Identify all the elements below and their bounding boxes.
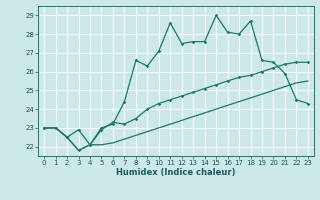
X-axis label: Humidex (Indice chaleur): Humidex (Indice chaleur) bbox=[116, 168, 236, 177]
